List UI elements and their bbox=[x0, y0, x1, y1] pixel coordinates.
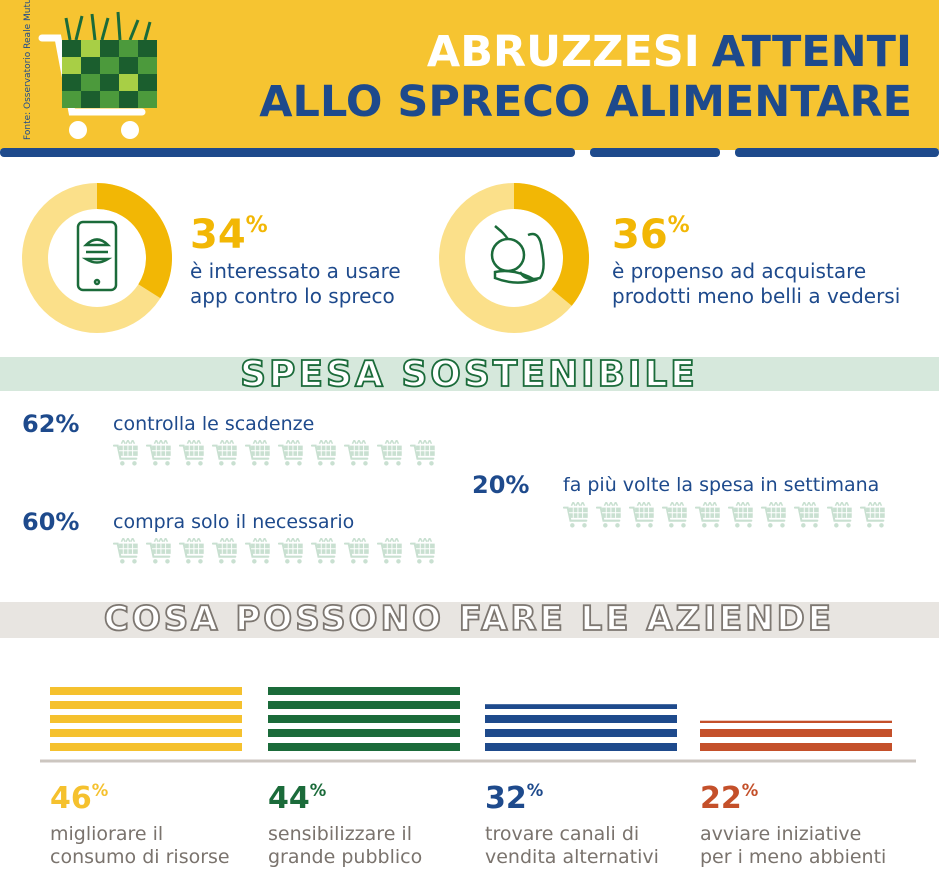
cart-empty bbox=[794, 502, 820, 529]
percent: 62% bbox=[22, 410, 79, 438]
bar bbox=[700, 720, 892, 757]
cart-empty bbox=[311, 440, 337, 467]
cart-empty bbox=[410, 538, 436, 565]
cart-empty bbox=[212, 440, 238, 467]
item-text: trovare canali di bbox=[485, 823, 639, 845]
phone-icon bbox=[76, 220, 118, 292]
cart-empty bbox=[311, 538, 337, 565]
cart-row bbox=[563, 502, 886, 529]
percent-unit: % bbox=[527, 781, 544, 800]
percent: 32% bbox=[485, 781, 544, 816]
cart-empty bbox=[596, 502, 622, 529]
header-stripe bbox=[735, 148, 939, 157]
bar bbox=[50, 681, 242, 757]
title-part1: ABRUZZESI bbox=[427, 27, 700, 77]
percent-unit: % bbox=[742, 781, 759, 800]
percent: 20% bbox=[472, 471, 529, 499]
item-text: sensibilizzare il bbox=[268, 823, 412, 845]
percent-unit: % bbox=[246, 213, 268, 238]
highlight-text: è propenso ad acquistare bbox=[612, 259, 866, 283]
item-text: per i meno abbienti bbox=[700, 846, 886, 868]
cart-empty bbox=[344, 440, 370, 467]
percent-unit: % bbox=[55, 410, 79, 438]
percent-value: 36 bbox=[612, 212, 668, 258]
item-text: migliorare il bbox=[50, 823, 163, 845]
percent: 60% bbox=[22, 508, 79, 536]
percent-value: 34 bbox=[190, 212, 246, 258]
section-band bbox=[0, 357, 939, 391]
percent-unit: % bbox=[505, 471, 529, 499]
bar bbox=[485, 704, 677, 757]
cart-empty bbox=[278, 440, 304, 467]
cart-empty bbox=[410, 440, 436, 467]
item-text: compra solo il necessario bbox=[113, 511, 354, 533]
donut-arc bbox=[513, 183, 589, 306]
cart-empty bbox=[695, 502, 721, 529]
header-cart-icon bbox=[38, 11, 157, 139]
cart-empty bbox=[377, 440, 403, 467]
section-title: COSA POSSONO FARE LE AZIENDE bbox=[104, 599, 834, 639]
cart-empty bbox=[563, 502, 589, 529]
item-text: grande pubblico bbox=[268, 846, 422, 868]
cart-empty bbox=[629, 502, 655, 529]
cart-empty bbox=[245, 440, 271, 467]
percent: 46% bbox=[50, 781, 109, 816]
percent-unit: % bbox=[92, 781, 109, 800]
percent: 44% bbox=[268, 781, 327, 816]
source: Fonte: Osservatorio Reale Mutua bbox=[23, 0, 33, 140]
cart-empty bbox=[761, 502, 787, 529]
percent-value: 60 bbox=[22, 508, 55, 536]
title-part2: ATTENTI bbox=[712, 27, 912, 77]
bar bbox=[268, 684, 460, 757]
percent: 34% bbox=[190, 212, 268, 258]
cart-empty bbox=[179, 538, 205, 565]
cart-empty bbox=[146, 440, 172, 467]
item-text: vendita alternativi bbox=[485, 846, 659, 868]
cart-empty bbox=[860, 502, 886, 529]
vegetables-icon bbox=[490, 225, 545, 284]
cart-empty bbox=[179, 440, 205, 467]
donut-arc bbox=[96, 183, 172, 299]
percent: 36% bbox=[612, 212, 690, 258]
percent-unit: % bbox=[55, 508, 79, 536]
percent-unit: % bbox=[310, 781, 327, 800]
item-text: consumo di risorse bbox=[50, 846, 230, 868]
cart-empty bbox=[113, 538, 139, 565]
percent-value: 32 bbox=[485, 781, 527, 816]
cart-row bbox=[113, 538, 436, 565]
header-stripe bbox=[590, 148, 720, 157]
percent-value: 20 bbox=[472, 471, 505, 499]
percent-unit: % bbox=[668, 213, 690, 238]
cart-empty bbox=[377, 538, 403, 565]
item-text: avviare iniziative bbox=[700, 823, 861, 845]
title-line1: ABRUZZESI ATTENTI bbox=[427, 27, 912, 77]
title-line2: ALLO SPRECO ALIMENTARE bbox=[259, 77, 912, 127]
highlight-text: è interessato a usare bbox=[190, 259, 401, 283]
cart-empty bbox=[728, 502, 754, 529]
section-title: SPESA SOSTENIBILE bbox=[240, 354, 698, 395]
cart-empty bbox=[113, 440, 139, 467]
cart-empty bbox=[827, 502, 853, 529]
header-stripe bbox=[0, 148, 575, 157]
item-text: controlla le scadenze bbox=[113, 413, 314, 435]
percent-value: 46 bbox=[50, 781, 92, 816]
cart-empty bbox=[344, 538, 370, 565]
percent: 22% bbox=[700, 781, 759, 816]
percent-value: 62 bbox=[22, 410, 55, 438]
cart-empty bbox=[146, 538, 172, 565]
cart-empty bbox=[662, 502, 688, 529]
cart-empty bbox=[245, 538, 271, 565]
highlight-text: prodotti meno belli a vedersi bbox=[612, 284, 900, 308]
percent-value: 22 bbox=[700, 781, 742, 816]
section-band bbox=[0, 602, 939, 638]
highlight-text: app contro lo spreco bbox=[190, 284, 395, 308]
cart-row bbox=[113, 440, 436, 467]
item-text: fa più volte la spesa in settimana bbox=[563, 474, 879, 496]
cart-empty bbox=[278, 538, 304, 565]
percent-value: 44 bbox=[268, 781, 310, 816]
cart-empty bbox=[212, 538, 238, 565]
